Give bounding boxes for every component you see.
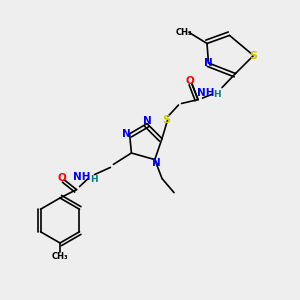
Text: NH: NH bbox=[74, 172, 91, 182]
Text: O: O bbox=[185, 76, 194, 86]
Text: H: H bbox=[213, 90, 221, 99]
Text: O: O bbox=[57, 172, 66, 183]
Text: S: S bbox=[250, 50, 257, 61]
Text: N: N bbox=[142, 116, 152, 126]
Text: N: N bbox=[152, 158, 161, 168]
Text: S: S bbox=[163, 115, 170, 125]
Text: N: N bbox=[122, 129, 131, 139]
Text: H: H bbox=[90, 175, 98, 184]
Text: NH: NH bbox=[197, 88, 214, 98]
Text: N: N bbox=[204, 58, 213, 68]
Text: CH₃: CH₃ bbox=[52, 252, 68, 261]
Text: CH₃: CH₃ bbox=[175, 28, 192, 37]
